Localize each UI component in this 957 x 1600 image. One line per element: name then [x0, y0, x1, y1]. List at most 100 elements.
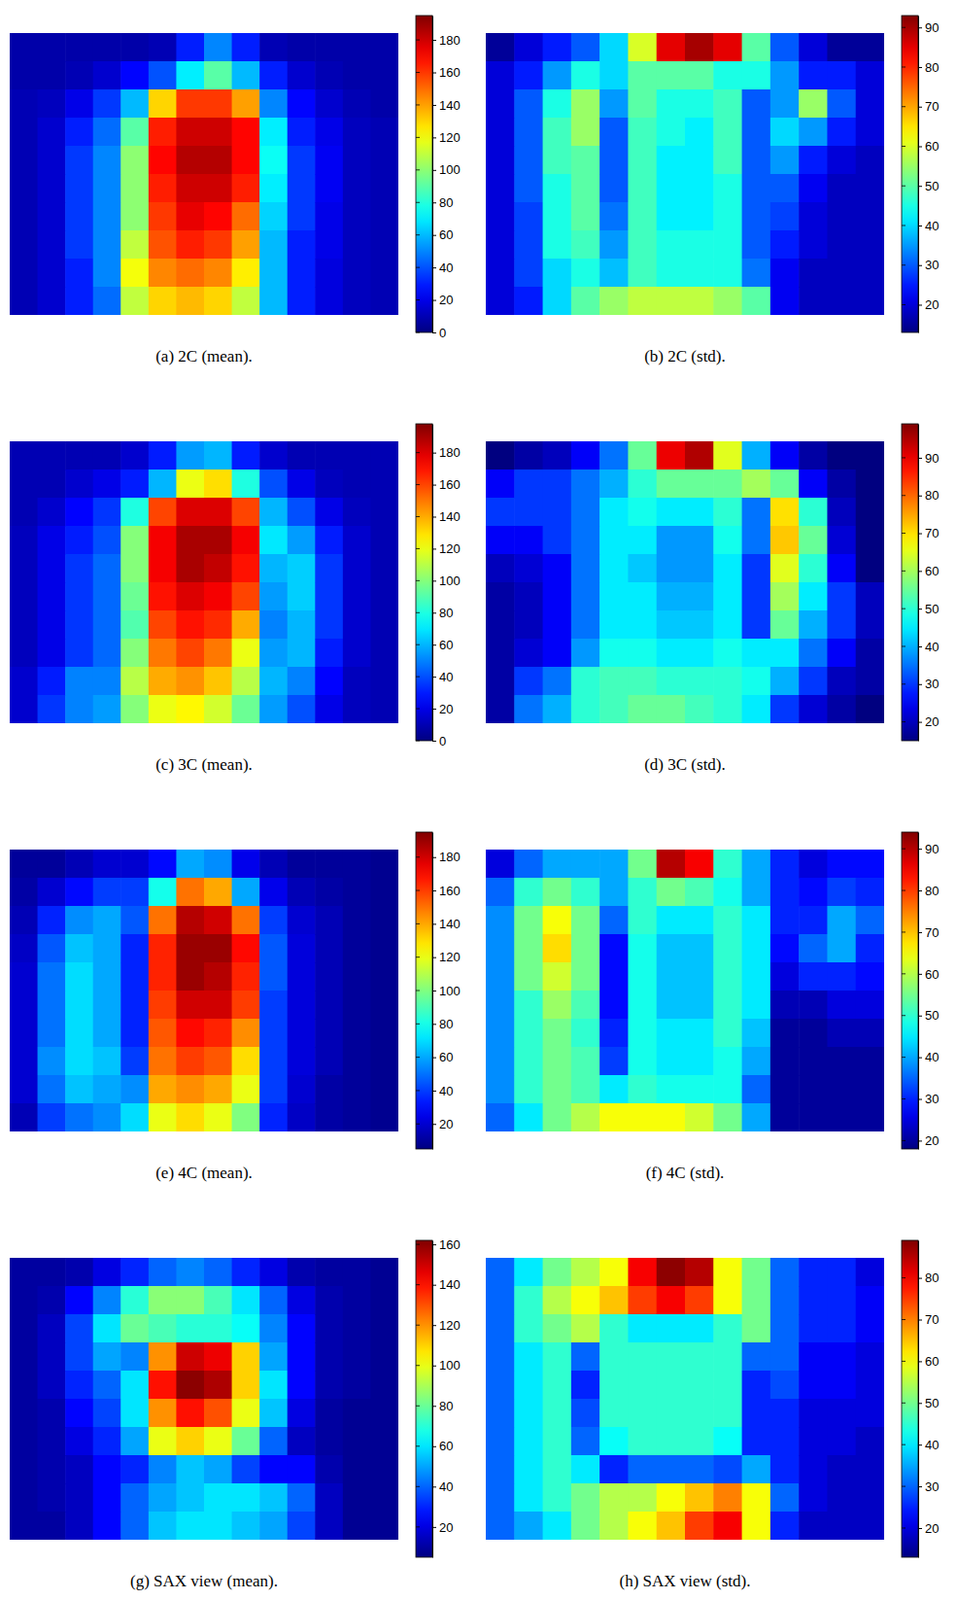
heatmap-cell: [656, 849, 686, 879]
heatmap-cell: [175, 610, 205, 640]
colorbar-tick-label: 60: [439, 1049, 453, 1064]
heatmap-cell: [120, 1074, 149, 1104]
colorbar-tick-mark: [432, 484, 437, 486]
heatmap-cell: [232, 961, 261, 992]
heatmap-cell: [287, 469, 316, 499]
colorbar-axis-line: [918, 424, 920, 742]
heatmap-cell: [571, 961, 601, 992]
heatmap-cell: [798, 905, 828, 935]
colorbar-tick-mark: [918, 608, 923, 610]
colorbar-tick-mark: [901, 720, 906, 722]
heatmap-cell: [37, 230, 67, 260]
heatmap-cell: [148, 1482, 177, 1512]
colorbar-tick: 20: [918, 1520, 939, 1536]
heatmap-cell: [148, 89, 177, 119]
heatmap-cell: [485, 117, 515, 147]
heatmap-cell: [742, 610, 772, 640]
heatmap-cell: [798, 1313, 828, 1343]
heatmap-cell: [571, 553, 601, 583]
heatmap-cell: [513, 1018, 544, 1048]
heatmap-cell: [798, 469, 828, 499]
heatmap-cell: [37, 1285, 67, 1315]
heatmap-cell: [855, 1510, 885, 1539]
heatmap-cell: [370, 694, 399, 723]
heatmap-cell: [855, 1257, 885, 1287]
heatmap-cell: [826, 849, 856, 879]
heatmap-cell: [543, 117, 573, 147]
heatmap-cell: [798, 1482, 828, 1512]
heatmap-cell: [656, 1313, 686, 1343]
heatmap-cell: [37, 553, 67, 583]
heatmap-cell: [571, 230, 601, 260]
heatmap-cell: [684, 1074, 715, 1104]
heatmap-cell: [287, 1426, 316, 1456]
heatmap-cell: [713, 117, 743, 147]
heatmap-cell: [543, 905, 573, 935]
heatmap-cell: [713, 497, 743, 527]
heatmap-cell: [543, 89, 573, 119]
heatmap-cell: [370, 61, 399, 91]
heatmap-cell: [770, 145, 800, 175]
heatmap-cell: [93, 1426, 122, 1456]
heatmap-cell: [770, 1341, 800, 1371]
heatmap-cell: [599, 202, 629, 232]
heatmap-cell: [599, 961, 629, 992]
heatmap-cell: [259, 1046, 288, 1076]
heatmap-cell: [513, 1454, 544, 1484]
heatmap-cell: [259, 581, 288, 612]
heatmap-cell: [259, 497, 288, 527]
heatmap-cell: [314, 230, 343, 260]
heatmap-cell: [798, 33, 828, 63]
heatmap-cell: [656, 1369, 686, 1400]
heatmap-cell: [259, 230, 288, 260]
colorbar-tick-mark: [918, 1443, 923, 1445]
colorbar-tick-mark: [432, 170, 437, 171]
heatmap-cell: [656, 905, 686, 935]
heatmap-cell: [342, 961, 372, 992]
heatmap-cell: [232, 694, 261, 723]
heatmap-cell: [656, 990, 686, 1020]
heatmap-cell: [684, 1454, 715, 1484]
heatmap-cell: [855, 117, 885, 147]
heatmap-cell: [370, 1454, 399, 1484]
heatmap-cell: [9, 1369, 38, 1400]
heatmap-cell: [485, 1102, 515, 1131]
heatmap-cell: [513, 61, 544, 91]
heatmap-cell: [37, 610, 67, 640]
heatmap-cell: [120, 905, 149, 935]
heatmap-cell: [370, 1102, 399, 1131]
heatmap-cell: [204, 1482, 233, 1512]
heatmap-cell: [742, 1341, 772, 1371]
heatmap-cell: [599, 1018, 629, 1048]
colorbar-tick-mark: [432, 1404, 437, 1406]
heatmap-cell: [287, 1074, 316, 1104]
heatmap-cell: [9, 1285, 38, 1315]
heatmap-cell: [9, 961, 38, 992]
heatmap-cell: [599, 1398, 629, 1428]
heatmap-cell: [259, 610, 288, 640]
colorbar-tick: 30: [918, 257, 939, 273]
heatmap-cell: [370, 1046, 399, 1076]
heatmap-cell: [798, 1257, 828, 1287]
colorbar-tick-mark: [415, 1283, 420, 1285]
heatmap-cell: [656, 1074, 686, 1104]
colorbar-tick-label: 140: [439, 509, 461, 524]
heatmap-cell: [37, 1018, 67, 1048]
heatmap-cell: [599, 990, 629, 1020]
heatmap-cell: [627, 441, 657, 471]
heatmap-cell: [93, 1454, 122, 1484]
heatmap-cell: [798, 666, 828, 696]
heatmap-cell: [855, 1018, 885, 1048]
heatmap-cell: [232, 849, 261, 879]
heatmap-cell: [148, 933, 177, 963]
heatmap-cell: [684, 1482, 715, 1512]
heatmap-cell: [232, 173, 261, 204]
heatmap-cell: [232, 145, 261, 175]
heatmap-cell: [259, 61, 288, 91]
heatmap-cell: [175, 581, 205, 612]
heatmap-cell: [742, 553, 772, 583]
heatmap-cell: [314, 202, 343, 232]
heatmap-cell: [287, 1018, 316, 1048]
heatmap-cell: [9, 1257, 38, 1287]
heatmap-cell: [627, 230, 657, 260]
